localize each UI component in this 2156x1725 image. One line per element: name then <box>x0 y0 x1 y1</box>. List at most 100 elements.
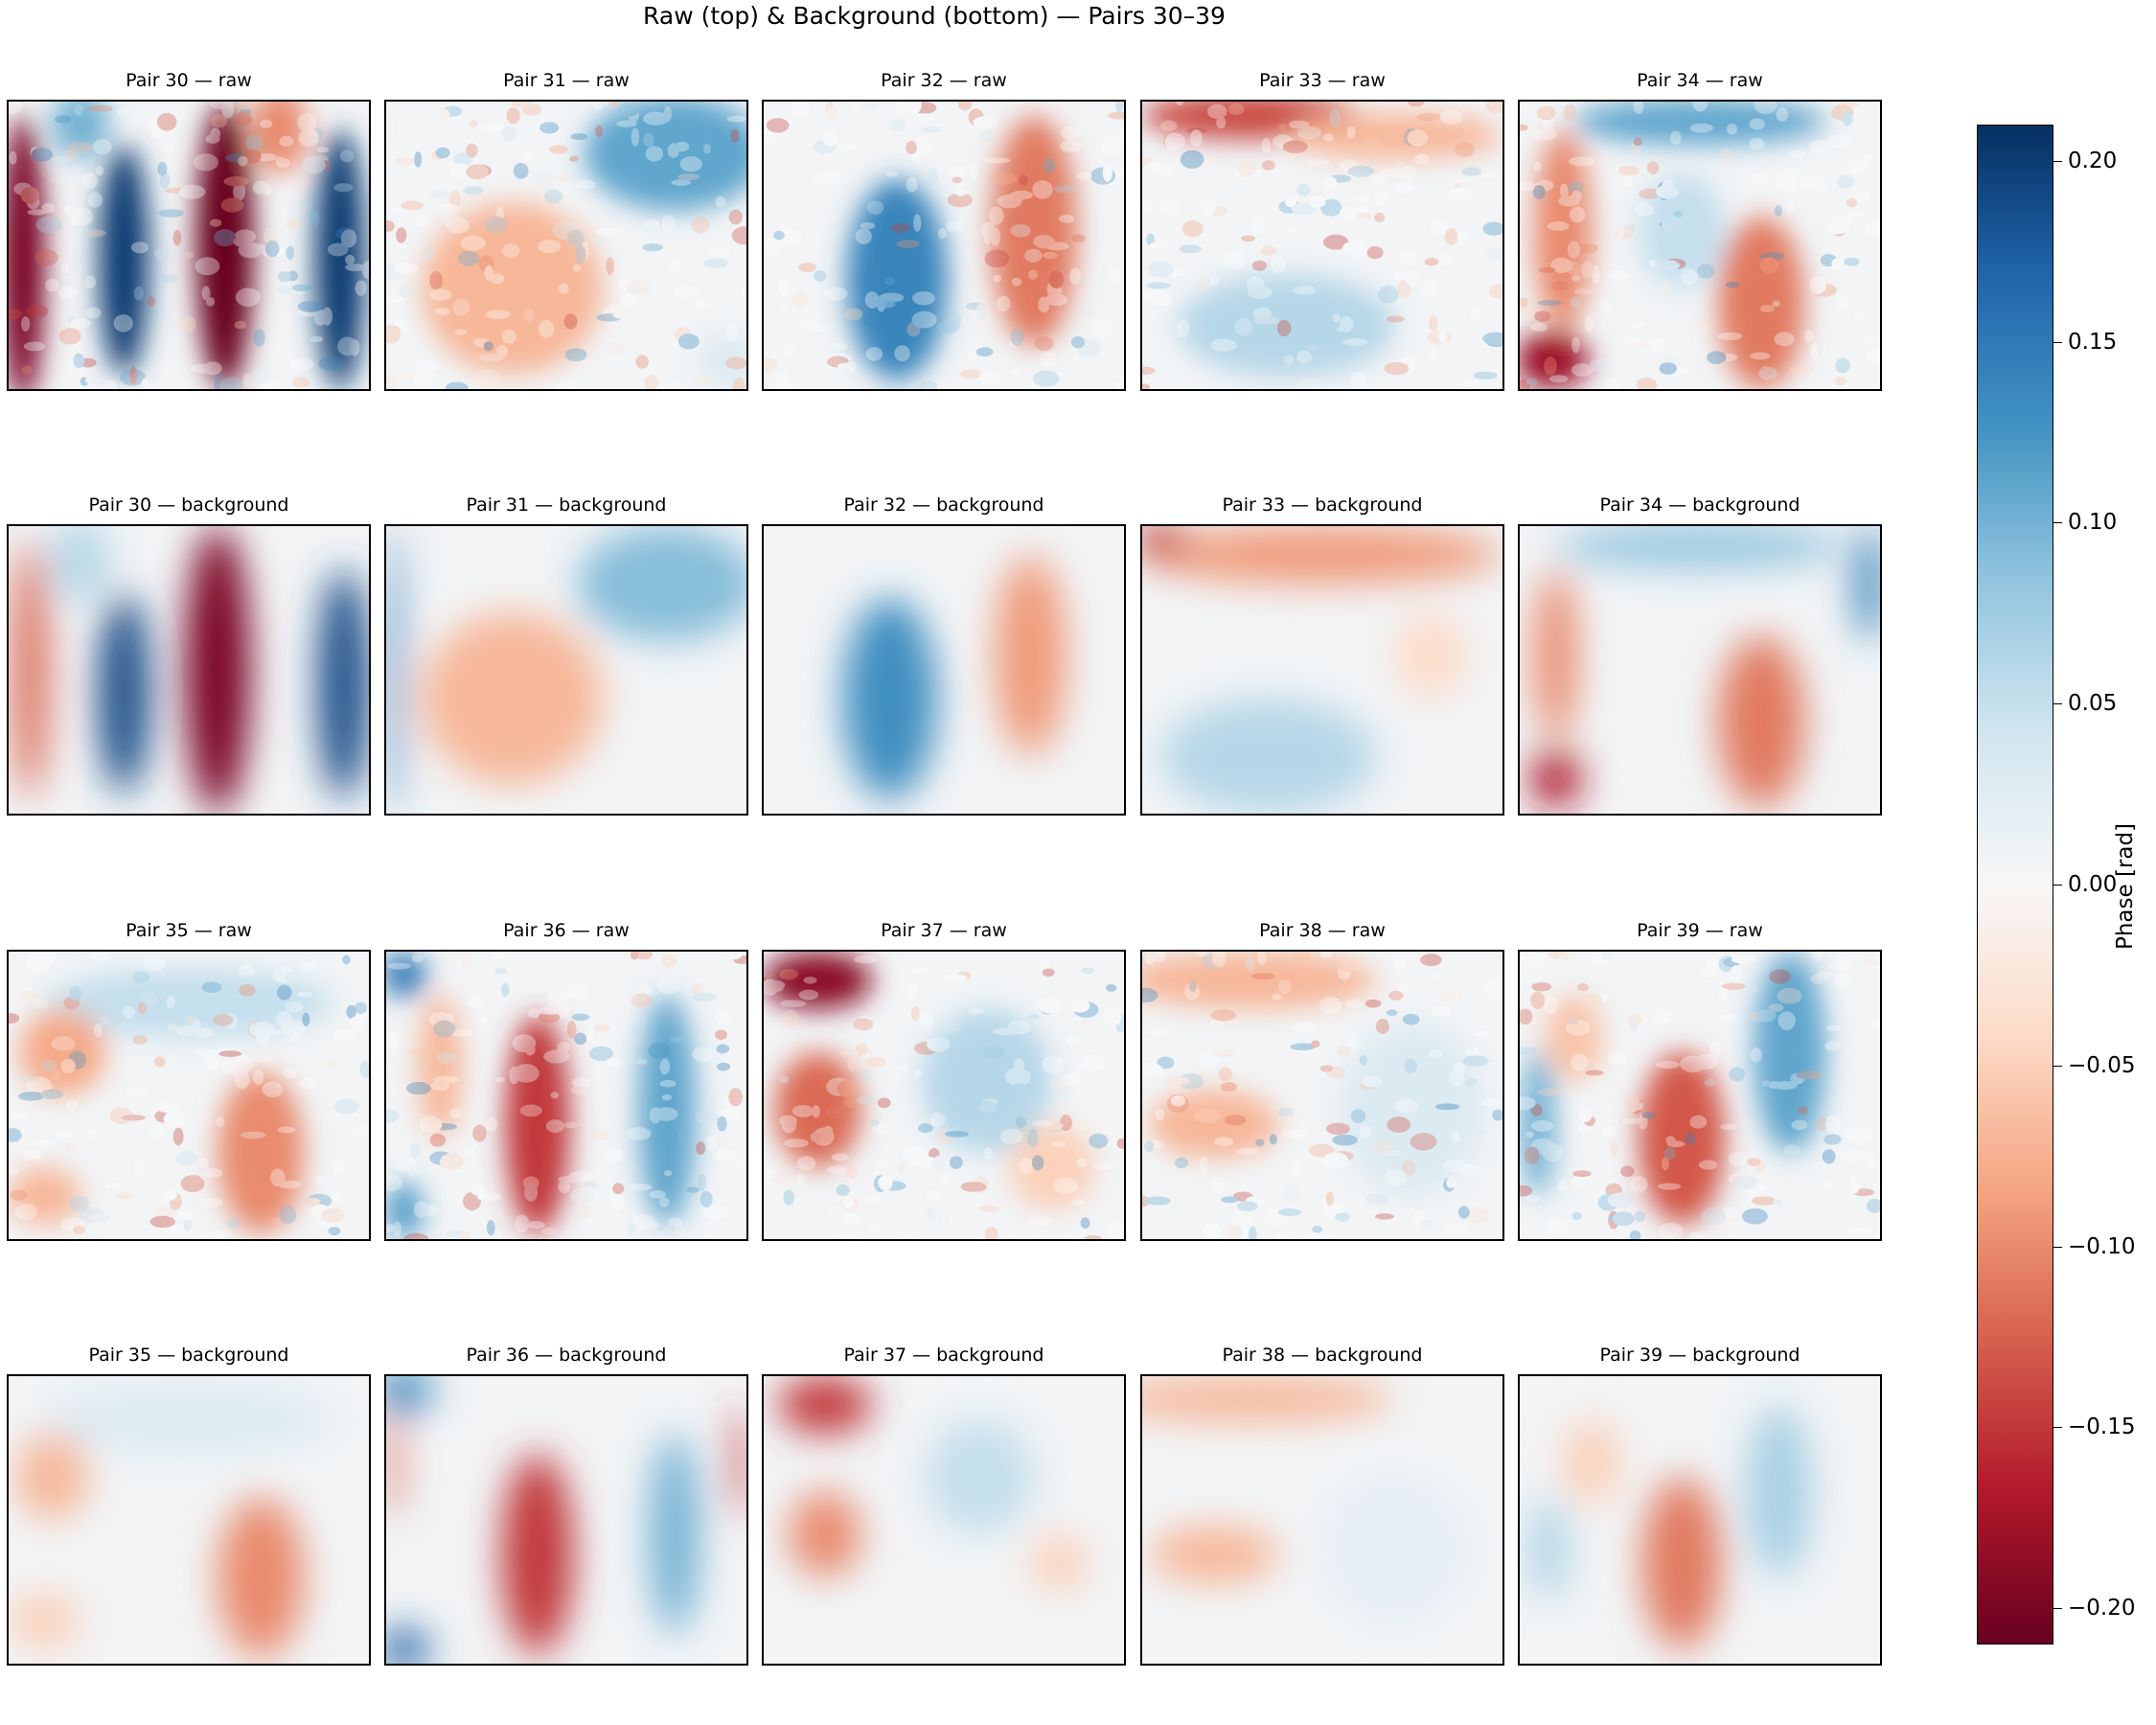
noise-speck <box>1386 1009 1398 1016</box>
noise-speck <box>413 1201 428 1218</box>
noise-speck <box>1537 300 1562 306</box>
noise-speck <box>1218 1067 1233 1082</box>
noise-speck <box>563 313 578 330</box>
noise-speck <box>1377 285 1399 304</box>
colorbar-tick <box>2053 160 2062 162</box>
noise-speck <box>239 983 256 997</box>
noise-speck <box>316 147 330 153</box>
noise-speck <box>1015 1116 1027 1129</box>
noise-speck <box>1566 261 1581 276</box>
noise-speck <box>992 1027 1016 1036</box>
noise-speck <box>1659 354 1681 371</box>
noise-speck <box>1867 1198 1880 1213</box>
noise-speck <box>1180 150 1204 170</box>
noise-speck <box>484 216 508 234</box>
noise-speck <box>883 1019 898 1025</box>
noise-speck <box>929 1112 946 1127</box>
noise-speck <box>1291 202 1317 216</box>
noise-speck <box>865 346 883 361</box>
noise-speck <box>166 995 175 1009</box>
heatmap-blob <box>218 1072 305 1233</box>
heatmap-blob <box>1159 699 1377 814</box>
noise-speck <box>1573 288 1594 295</box>
noise-speck <box>861 102 880 110</box>
heatmap-field <box>1142 952 1485 1196</box>
noise-speck <box>180 1175 205 1193</box>
noise-speck <box>1635 202 1655 217</box>
noise-speck <box>975 347 994 356</box>
heatmap-panel-36-background <box>384 1374 748 1666</box>
noise-speck <box>1300 1041 1320 1055</box>
noise-speck <box>1296 183 1311 196</box>
noise-speck <box>544 189 563 204</box>
noise-speck <box>1093 1163 1115 1170</box>
noise-speck <box>1694 1053 1719 1070</box>
noise-speck <box>210 127 221 140</box>
noise-speck <box>570 1187 594 1204</box>
noise-speck <box>554 1047 568 1064</box>
noise-speck <box>320 160 331 172</box>
noise-speck <box>1293 1020 1319 1034</box>
noise-speck <box>1418 967 1432 981</box>
noise-speck <box>663 105 673 123</box>
heatmap-blob <box>778 1376 872 1434</box>
noise-speck <box>1809 275 1826 295</box>
noise-speck <box>1148 288 1171 306</box>
noise-speck <box>87 1214 111 1222</box>
noise-speck <box>1197 274 1220 287</box>
noise-speck <box>327 242 349 257</box>
noise-speck <box>704 1095 717 1114</box>
noise-speck <box>1520 308 1545 318</box>
noise-speck <box>1825 134 1852 150</box>
noise-speck <box>245 134 264 150</box>
noise-speck <box>1827 961 1855 971</box>
noise-speck <box>906 102 922 115</box>
noise-speck <box>223 175 250 187</box>
noise-speck <box>1846 197 1858 208</box>
noise-speck <box>606 257 614 275</box>
noise-speck <box>1652 1009 1672 1024</box>
noise-speck <box>420 1205 438 1216</box>
noise-speck <box>84 377 101 384</box>
noise-speck <box>1326 1203 1348 1214</box>
noise-speck <box>271 1029 281 1037</box>
noise-speck <box>339 150 355 163</box>
noise-speck <box>1332 313 1341 323</box>
noise-speck <box>545 1119 564 1134</box>
noise-speck <box>1706 957 1718 974</box>
noise-speck <box>137 1001 147 1016</box>
noise-speck <box>1461 167 1481 176</box>
noise-speck <box>855 228 872 244</box>
noise-speck <box>1567 1017 1579 1024</box>
noise-speck <box>1402 356 1415 374</box>
noise-speck <box>1154 164 1175 174</box>
heatmap-blob <box>314 130 366 389</box>
noise-speck <box>490 273 505 285</box>
noise-speck <box>1456 1163 1482 1177</box>
noise-speck <box>914 1070 923 1077</box>
heatmap-blob <box>501 1454 574 1655</box>
noise-speck <box>820 1074 836 1091</box>
noise-speck <box>212 1014 234 1026</box>
noise-speck <box>552 220 578 241</box>
noise-speck <box>1810 973 1828 984</box>
noise-speck <box>13 182 33 196</box>
noise-speck <box>1525 378 1538 385</box>
noise-texture <box>764 102 1124 389</box>
heatmap-field <box>778 1376 1089 1592</box>
noise-speck <box>633 1127 644 1140</box>
noise-speck <box>1221 1196 1239 1204</box>
noise-speck <box>906 321 921 337</box>
noise-speck <box>1825 1024 1841 1031</box>
noise-speck <box>575 244 586 264</box>
noise-speck <box>333 1191 343 1205</box>
noise-speck <box>1142 1063 1163 1078</box>
noise-speck <box>1817 1116 1828 1132</box>
noise-speck <box>932 1155 945 1171</box>
noise-speck <box>1296 126 1321 140</box>
noise-speck <box>1146 233 1156 246</box>
noise-speck <box>84 275 97 289</box>
noise-speck <box>1450 1130 1461 1143</box>
noise-speck <box>1455 142 1475 158</box>
noise-speck <box>445 1230 470 1238</box>
